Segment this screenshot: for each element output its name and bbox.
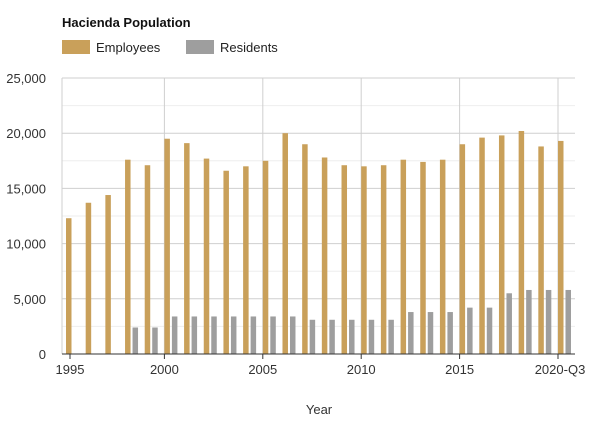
bars xyxy=(66,130,571,354)
bar-employees-2020-Q3 xyxy=(558,140,564,354)
x-tick-label: 2015 xyxy=(445,362,474,377)
bar-employees-2010 xyxy=(361,166,367,354)
bar-residents-2002 xyxy=(211,316,217,354)
y-axis-ticks: 0 5,000 10,000 15,000 20,000 25,000 xyxy=(6,71,46,362)
bar-residents-2003 xyxy=(230,316,237,354)
y-tick-label: 0 xyxy=(39,347,46,362)
bar-employees-2014 xyxy=(439,159,446,354)
bar-employees-2012 xyxy=(400,159,407,354)
legend-label-residents: Residents xyxy=(220,40,278,55)
bar-employees-2018 xyxy=(518,130,525,354)
x-tick-label: 2010 xyxy=(347,362,376,377)
bar-employees-1997 xyxy=(105,195,111,354)
bar-employees-2007 xyxy=(302,144,308,354)
bar-residents-2015 xyxy=(467,307,473,354)
bar-residents-2016 xyxy=(486,307,493,354)
y-tick-label: 5,000 xyxy=(13,292,46,307)
bar-employees-2011 xyxy=(380,165,387,354)
legend: Employees Residents xyxy=(62,40,278,55)
legend-swatch-employees xyxy=(62,40,90,54)
bar-employees-2013 xyxy=(420,161,426,354)
legend-swatch-residents xyxy=(186,40,214,54)
y-tick-label: 15,000 xyxy=(6,181,46,196)
bar-residents-2020-Q3 xyxy=(565,289,571,354)
chart-title: Hacienda Population xyxy=(62,15,191,30)
bar-employees-1996 xyxy=(85,202,92,354)
bar-employees-2009 xyxy=(341,165,348,354)
bar-employees-1998 xyxy=(125,159,131,354)
bar-residents-2013 xyxy=(427,312,434,354)
bar-employees-2019 xyxy=(538,146,544,354)
bar-residents-1999 xyxy=(152,327,158,354)
bar-residents-2000 xyxy=(171,316,178,354)
x-axis-title: Year xyxy=(306,402,333,417)
bar-residents-2001 xyxy=(191,316,198,354)
bar-employees-2004 xyxy=(243,166,249,354)
bar-employees-1999 xyxy=(144,165,151,354)
bar-employees-2003 xyxy=(223,170,229,354)
bar-employees-2006 xyxy=(282,133,288,354)
bar-residents-2017 xyxy=(506,293,512,354)
bar-residents-2011 xyxy=(388,319,394,354)
x-tick-label: 2000 xyxy=(150,362,179,377)
bar-residents-2005 xyxy=(270,316,276,354)
bar-employees-1995 xyxy=(66,218,72,354)
bar-residents-2007 xyxy=(309,319,316,354)
bar-residents-2014 xyxy=(447,312,453,354)
x-tick-label: 2020-Q3 xyxy=(535,362,586,377)
gridlines xyxy=(61,77,575,355)
bar-employees-2008 xyxy=(321,157,328,354)
bar-employees-2016 xyxy=(479,137,485,354)
bar-residents-1998 xyxy=(132,327,139,354)
bar-employees-2015 xyxy=(459,144,466,354)
legend-label-employees: Employees xyxy=(96,40,161,55)
y-tick-label: 20,000 xyxy=(6,126,46,141)
bar-employees-2001 xyxy=(184,143,190,354)
bar-residents-2008 xyxy=(329,319,335,354)
x-tick-label: 2005 xyxy=(248,362,277,377)
bar-residents-2006 xyxy=(289,316,296,354)
bar-employees-2002 xyxy=(203,158,210,354)
x-axis-ticks: 1995 2000 2005 2010 2015 2020-Q3 xyxy=(56,354,586,377)
bar-residents-2019 xyxy=(545,289,552,354)
y-tick-label: 25,000 xyxy=(6,71,46,86)
bar-employees-2017 xyxy=(498,135,505,354)
bar-residents-2004 xyxy=(250,316,257,354)
bar-residents-2010 xyxy=(368,319,375,354)
bar-residents-2009 xyxy=(349,319,355,354)
y-tick-label: 10,000 xyxy=(6,237,46,252)
bar-employees-2000 xyxy=(164,138,170,354)
bar-residents-2012 xyxy=(408,312,414,354)
x-tick-label: 1995 xyxy=(56,362,85,377)
bar-residents-2018 xyxy=(526,289,532,354)
bar-employees-2005 xyxy=(262,160,269,354)
